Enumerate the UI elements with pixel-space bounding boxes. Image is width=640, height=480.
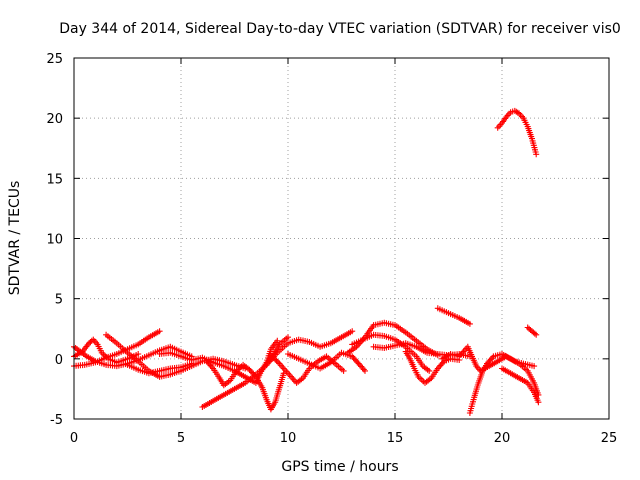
series-arc-s [499, 365, 542, 406]
data-point [350, 354, 357, 361]
series-arc-h [203, 358, 287, 413]
series-arc-d [103, 331, 249, 380]
x-tick-label: 10 [280, 431, 297, 446]
data-point [531, 363, 538, 370]
data-point [426, 367, 433, 374]
data-point [340, 367, 347, 374]
y-tick-label: 5 [55, 293, 63, 308]
data-point [275, 359, 281, 366]
data-point [135, 351, 142, 357]
data-point [531, 330, 538, 337]
data-point [207, 362, 214, 369]
data-point [267, 352, 274, 359]
y-tick-label: 25 [46, 52, 63, 67]
y-tick-labels: -5 0 5 10 15 20 25 [46, 52, 63, 428]
series-arc-i [263, 328, 356, 368]
x-tick-label: 25 [601, 431, 618, 446]
data-point [466, 320, 473, 327]
series-arc-j [267, 352, 347, 386]
y-tick-label: 15 [46, 172, 63, 187]
data-point [485, 359, 492, 366]
series-arc-k [285, 349, 368, 374]
y-axis-label: SDTVAR / TECUs [7, 181, 23, 296]
x-tick-label: 20 [494, 431, 511, 446]
chart-title: Day 344 of 2014, Sidereal Day-to-day VTE… [59, 21, 621, 37]
data-point [285, 334, 291, 341]
data-point [272, 356, 279, 363]
series-arc-u [494, 107, 540, 158]
x-tick-labels: 0 5 10 15 20 25 [70, 431, 617, 446]
x-tick-label: 5 [177, 431, 185, 446]
series-arc-r [466, 351, 542, 416]
data-point [274, 337, 281, 344]
series-arc-m [349, 331, 433, 374]
x-tick-label: 0 [70, 431, 78, 446]
data-point [250, 371, 257, 377]
data-point [533, 151, 540, 158]
data-point [354, 359, 361, 366]
series-arc-o [402, 348, 463, 386]
y-tick-label: 10 [46, 233, 63, 248]
data-point [269, 353, 276, 360]
data-point [349, 328, 356, 335]
data-point [273, 357, 280, 364]
data-point [436, 364, 443, 370]
y-tick-label: 20 [46, 112, 63, 127]
data-point [533, 331, 540, 338]
data-series [71, 107, 542, 416]
data-point [156, 328, 163, 335]
data-point [535, 399, 542, 406]
x-axis-label: GPS time / hours [281, 459, 398, 475]
data-point [356, 362, 363, 369]
data-point [249, 369, 255, 376]
series-arc-t [524, 324, 540, 338]
data-point [484, 360, 490, 367]
series-arc-p [434, 305, 473, 327]
plot-frame [73, 57, 610, 420]
data-point [362, 367, 368, 374]
x-tick-label: 15 [387, 431, 404, 446]
y-tick-label: -5 [50, 413, 63, 428]
y-tick-label: 0 [55, 353, 63, 368]
series-arc-e [124, 360, 195, 377]
